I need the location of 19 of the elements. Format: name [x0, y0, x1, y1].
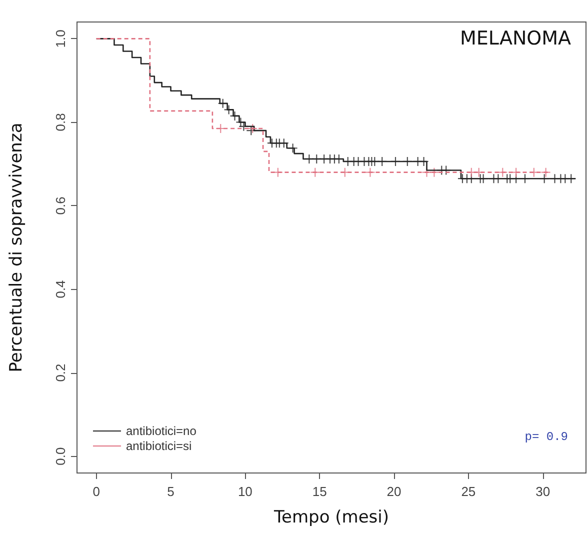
y-tick-label: 0.0	[53, 447, 68, 466]
y-tick-label: 1.0	[53, 30, 68, 48]
x-tick-label: 5	[167, 484, 174, 499]
y-tick-label: 0.4	[53, 280, 68, 298]
x-tick-label: 0	[92, 484, 100, 499]
chart-title: MELANOMA	[460, 28, 572, 50]
y-tick-label: 0.2	[53, 364, 68, 382]
y-tick-label: 0.6	[53, 196, 68, 215]
x-tick-label: 25	[461, 484, 476, 499]
x-tick-label: 10	[238, 484, 252, 499]
y-tick-label: 0.8	[53, 113, 68, 132]
x-tick-label: 30	[536, 484, 550, 499]
x-tick-label: 20	[386, 484, 402, 499]
y-axis-title: Percentuale di sopravvivenza	[6, 122, 26, 372]
legend-label: antibiotici=no	[126, 424, 197, 438]
annotation: p= 0.9	[524, 430, 568, 444]
x-axis-title: Tempo (mesi)	[273, 508, 389, 528]
x-tick-label: 15	[312, 484, 327, 499]
legend-label: antibiotici=si	[126, 439, 192, 453]
